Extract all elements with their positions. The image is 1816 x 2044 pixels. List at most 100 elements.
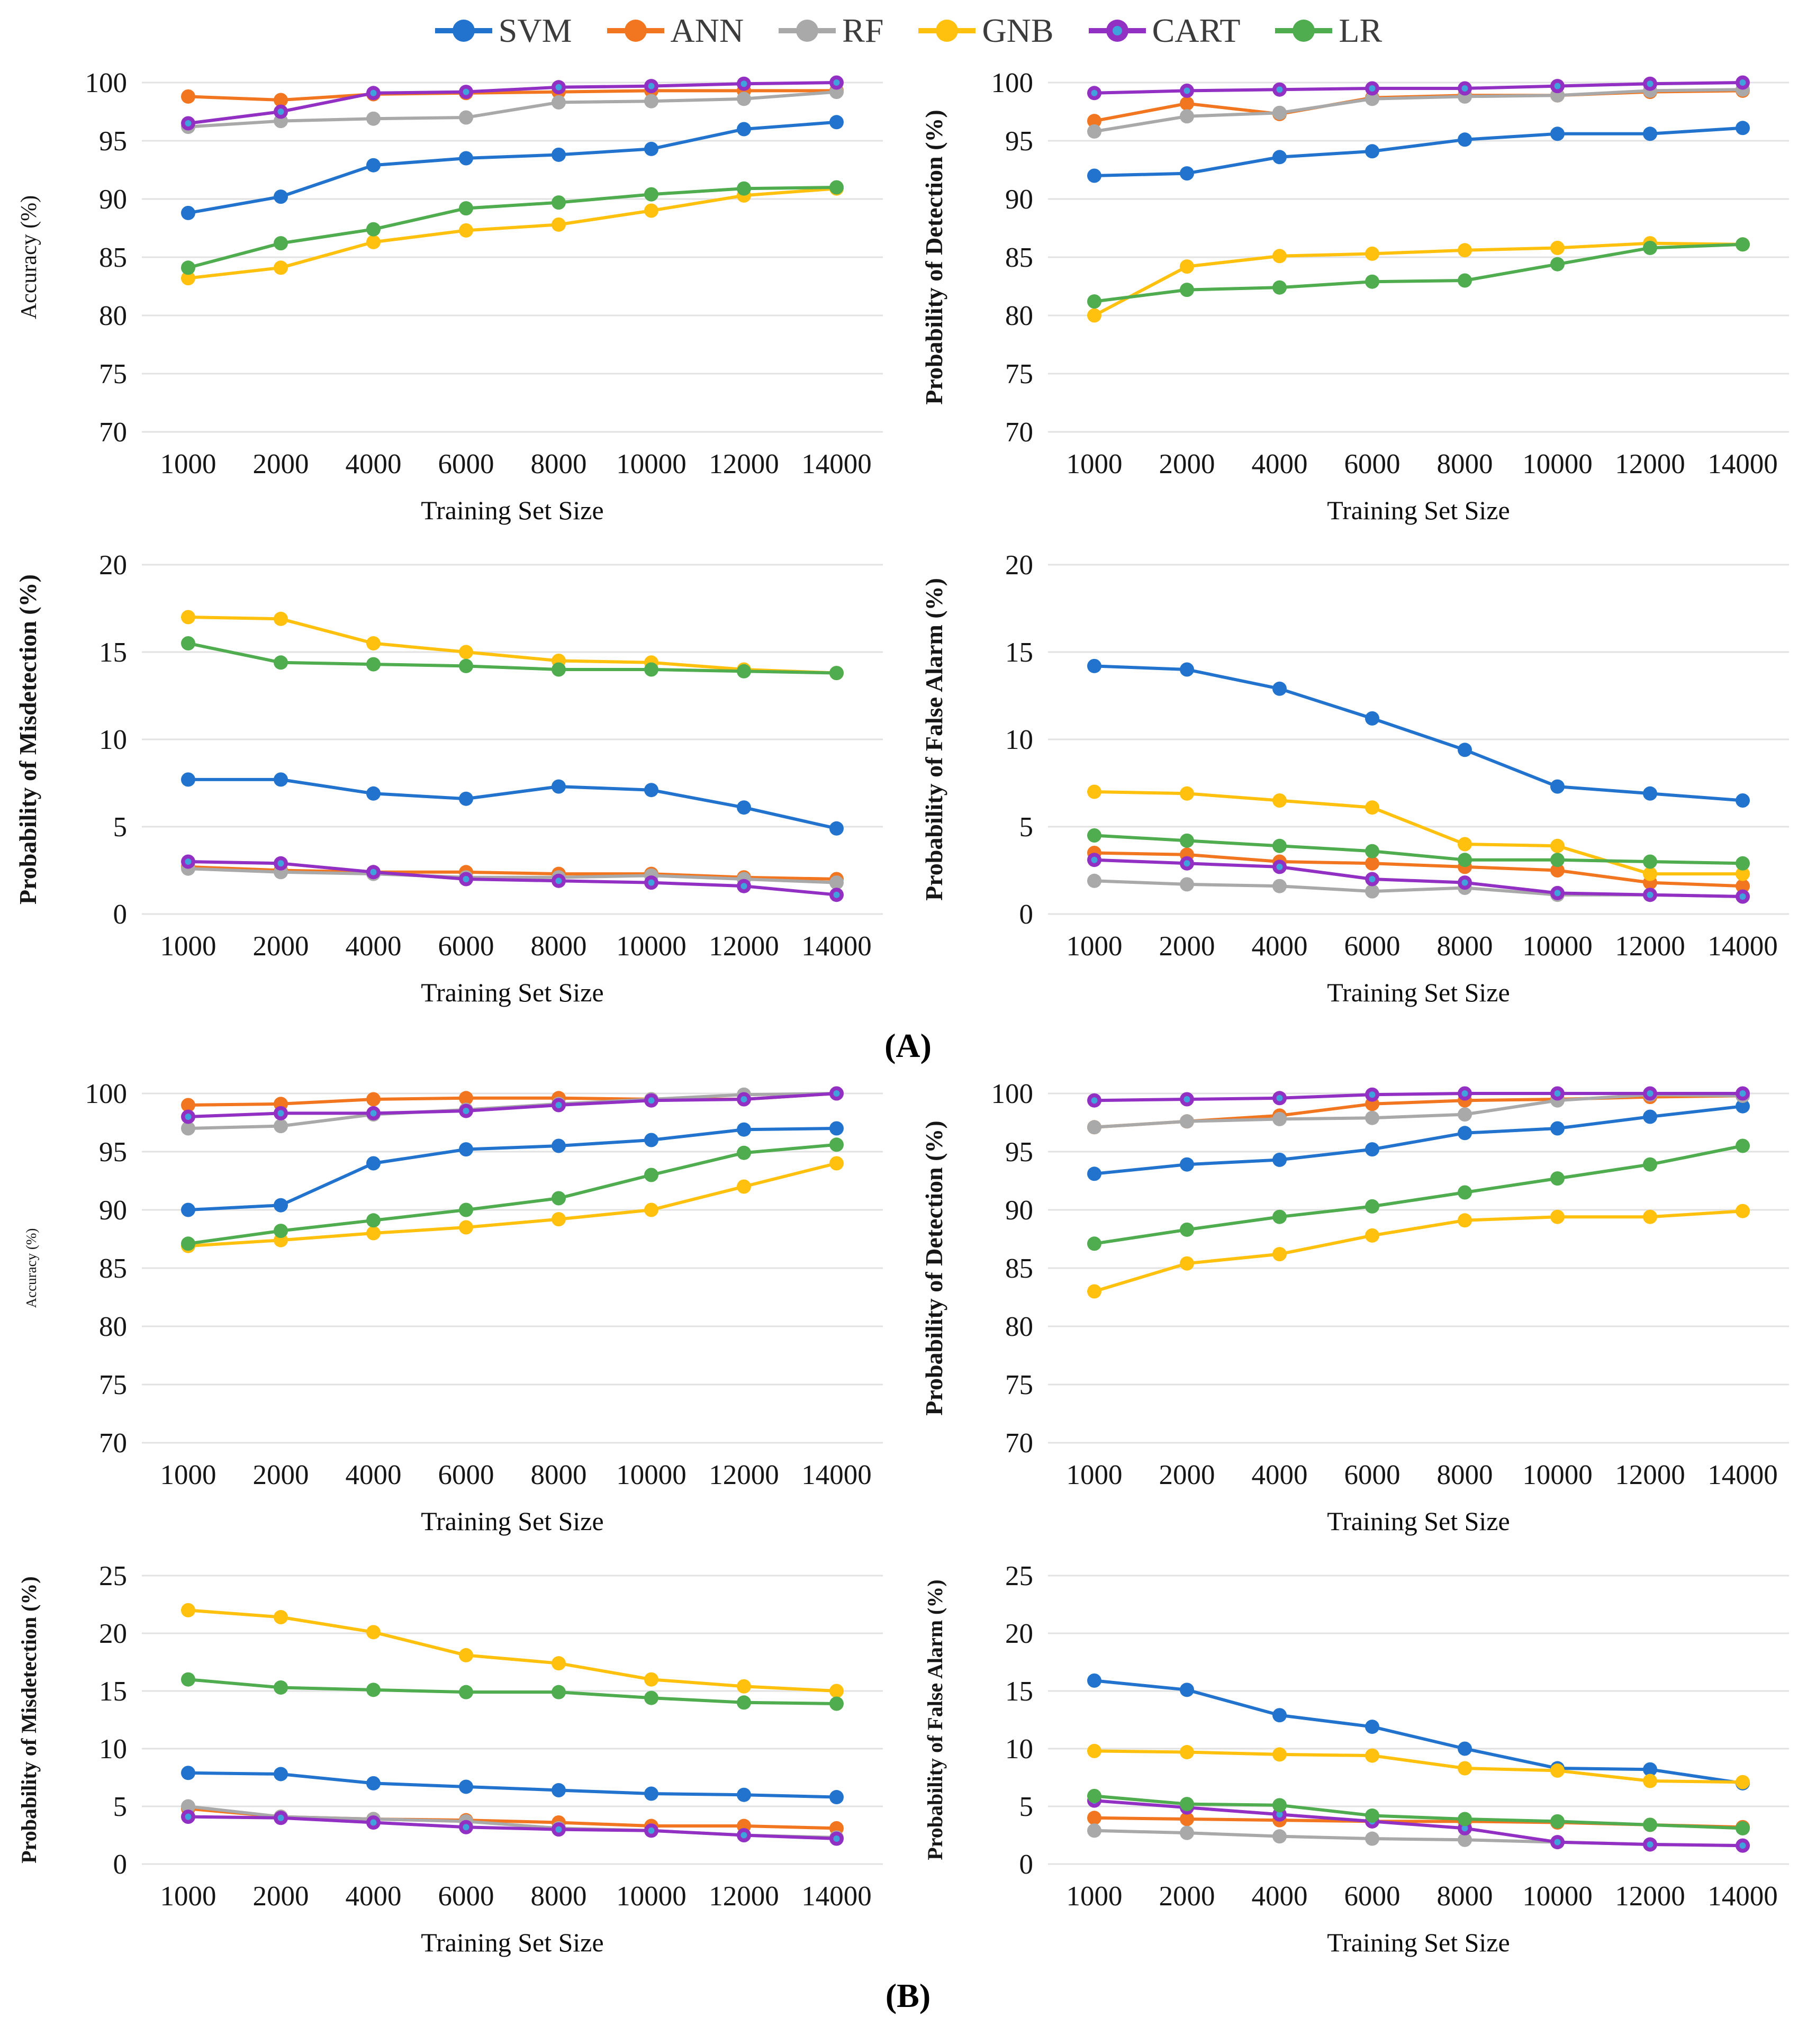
data-point-center-cart (370, 869, 376, 875)
legend-marker-svm-icon (435, 20, 492, 42)
x-tick-label: 14000 (801, 1460, 872, 1490)
x-tick-label: 4000 (345, 1881, 401, 1912)
data-point-svm (366, 786, 381, 801)
data-point-svm (1642, 786, 1657, 801)
data-point-center-cart (1647, 1090, 1653, 1097)
data-point-rf (1272, 1111, 1287, 1126)
data-point-rf (1087, 124, 1101, 139)
data-point-lr (1087, 828, 1101, 843)
data-point-center-cart (1183, 860, 1190, 867)
x-tick-label: 12000 (1615, 931, 1685, 962)
data-point-center-cart (555, 1826, 562, 1833)
x-tick-label: 12000 (1615, 449, 1685, 480)
y-tick-label: 25 (99, 1561, 127, 1591)
data-point-gnb (644, 1672, 658, 1687)
x-tick-label: 8000 (1436, 1460, 1493, 1490)
legend-item-lr: LR (1274, 14, 1382, 48)
data-point-center-cart (277, 1814, 284, 1821)
data-point-center-cart (1276, 1095, 1282, 1101)
data-point-lr (644, 1690, 658, 1705)
data-point-svm (1550, 779, 1565, 794)
chart-false-alarm-b: 0 5 10 15 20 25 1000 2000 4000 6000 8000 10000 12000… (923, 1561, 1789, 1957)
x-axis-label: Training Set Size (1327, 978, 1510, 1007)
legend-item-ann: ANN (606, 14, 744, 48)
data-point-gnb (829, 1684, 844, 1698)
panel-b-charts: 70 75 80 85 90 95 100 1000 2000 4000 6000 8000 10000… (5, 1069, 1811, 1973)
x-tick-label: 6000 (438, 1881, 494, 1912)
x-tick-label: 4000 (1251, 931, 1307, 962)
y-tick-label: 5 (1019, 1792, 1033, 1822)
data-point-lr (180, 1236, 195, 1251)
data-point-lr (1457, 273, 1472, 288)
data-point-lr (180, 1672, 195, 1687)
data-point-center-cart (1091, 1097, 1097, 1104)
data-point-svm (551, 147, 566, 162)
data-point-lr (1179, 1797, 1194, 1812)
data-point-lr (1179, 283, 1194, 297)
x-tick-label: 14000 (801, 931, 872, 962)
data-point-center-cart (463, 1824, 469, 1831)
data-point-center-cart (740, 1832, 747, 1839)
y-tick-label: 90 (99, 184, 127, 215)
data-point-rf (1457, 1107, 1472, 1122)
series-line-rf (187, 867, 837, 884)
x-tick-label: 12000 (709, 449, 779, 480)
data-point-gnb (1550, 1763, 1565, 1778)
data-point-svm (1550, 1121, 1565, 1136)
data-point-lr (1642, 1157, 1657, 1172)
y-tick-label: 5 (113, 812, 127, 843)
data-point-lr (273, 236, 288, 251)
x-tick-label: 1000 (1066, 1881, 1122, 1912)
series-line-gnb (1094, 1209, 1743, 1293)
series-line-cart (187, 1815, 837, 1841)
data-point-lr (736, 1695, 751, 1710)
data-point-rf (458, 110, 473, 125)
x-tick-label: 2000 (1159, 1881, 1215, 1912)
x-tick-label: 10000 (616, 1460, 686, 1490)
y-tick-label: 25 (1005, 1561, 1033, 1591)
series-line-lr (1094, 1144, 1743, 1245)
chart-accuracy-b: 70 75 80 85 90 95 100 1000 2000 4000 6000 8000 10000… (23, 1079, 883, 1536)
data-point-lr (736, 181, 751, 196)
data-point-center-cart (740, 883, 747, 890)
series-line-svm (1094, 1679, 1743, 1785)
data-point-center-cart (833, 79, 839, 86)
data-point-svm (551, 1138, 566, 1153)
y-tick-label: 90 (1005, 1195, 1033, 1226)
data-point-lr (1179, 1222, 1194, 1237)
series-line-cart (1094, 1799, 1743, 1848)
x-tick-label: 1000 (160, 449, 216, 480)
data-point-svm (1087, 1673, 1101, 1688)
data-point-lr (736, 1145, 751, 1160)
data-point-center-cart (185, 1114, 191, 1120)
data-point-gnb (1642, 1774, 1657, 1788)
data-point-center-cart (1369, 876, 1375, 882)
data-point-svm (829, 1121, 844, 1136)
data-point-svm (1365, 711, 1379, 726)
data-point-center-cart (555, 878, 562, 884)
data-point-gnb (366, 234, 381, 249)
data-point-svm (736, 800, 751, 815)
panel-a-label: (A) (884, 1027, 932, 1064)
series-line-ann (1094, 851, 1743, 888)
data-point-rf (1179, 1825, 1194, 1840)
data-point-svm (551, 1783, 566, 1797)
legend-label: ANN (670, 12, 744, 49)
data-point-lr (1642, 1817, 1657, 1832)
y-tick-label: 5 (113, 1792, 127, 1822)
data-point-gnb (551, 1212, 566, 1227)
series-line-cart (187, 860, 837, 897)
data-point-lr (366, 1213, 381, 1228)
data-point-rf (644, 94, 658, 108)
data-point-gnb (458, 1220, 473, 1235)
data-point-gnb (1550, 1209, 1565, 1224)
data-point-svm (1735, 1099, 1750, 1114)
data-point-svm (1272, 681, 1287, 696)
data-point-gnb (1087, 784, 1101, 799)
x-tick-label: 6000 (1344, 1881, 1400, 1912)
x-tick-label: 10000 (1522, 1881, 1593, 1912)
data-point-center-cart (648, 83, 654, 89)
data-point-gnb (458, 1648, 473, 1662)
data-point-svm (829, 1790, 844, 1805)
x-tick-label: 14000 (1707, 449, 1778, 480)
